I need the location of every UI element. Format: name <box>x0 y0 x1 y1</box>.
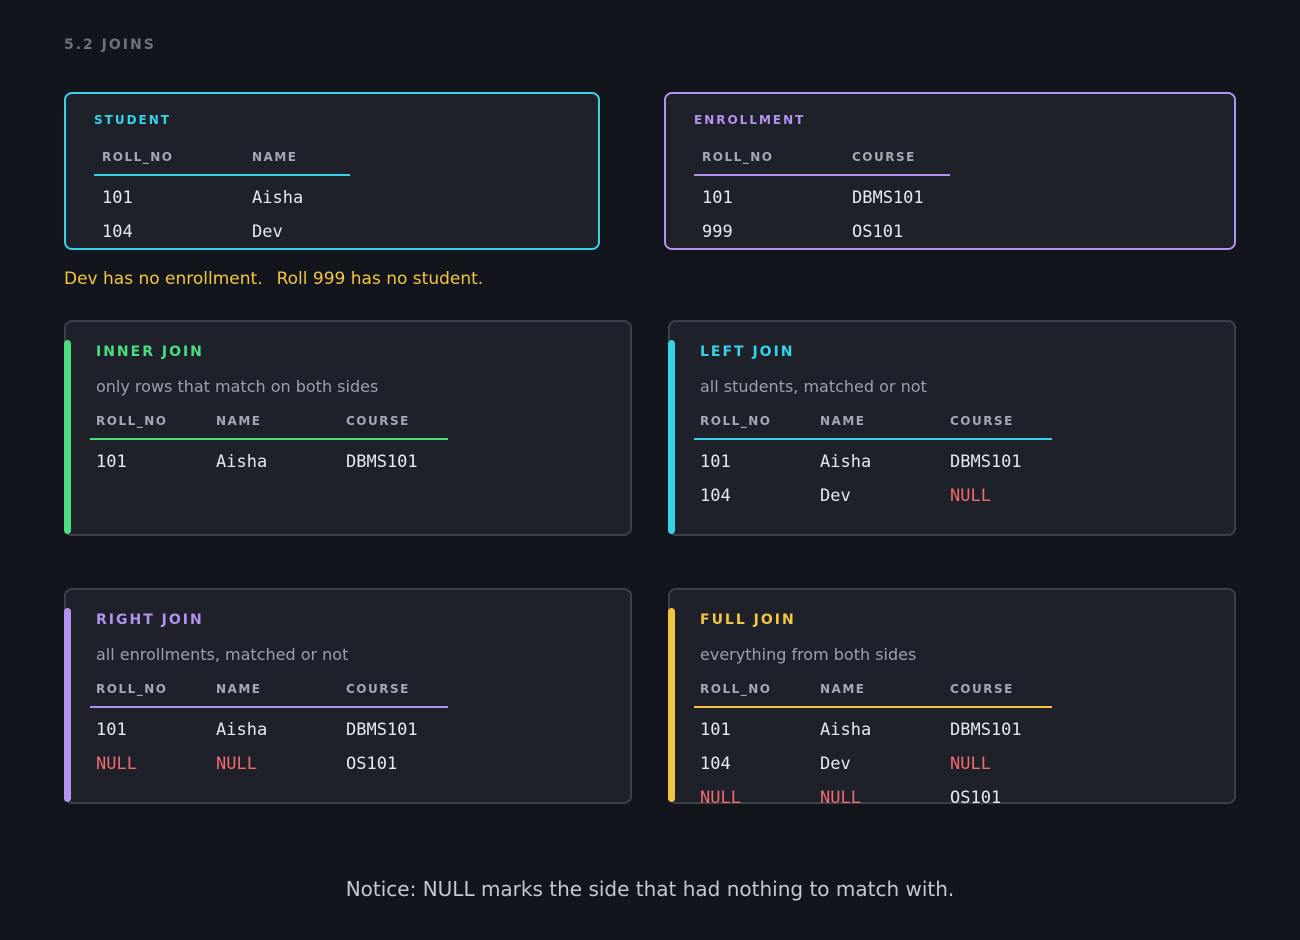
table-cell: 104 <box>102 222 133 242</box>
column-header: COURSE <box>852 150 916 164</box>
table-row: 101 Aisha DBMS101 <box>694 440 1052 474</box>
full-join-table: ROLL_NO NAME COURSE 101 Aisha DBMS101 10… <box>694 676 1052 810</box>
column-header: COURSE <box>950 682 1014 696</box>
join-title: LEFT JOIN <box>700 344 795 360</box>
join-description: all students, matched or not <box>700 377 927 396</box>
column-header: ROLL_NO <box>96 682 168 696</box>
column-header: COURSE <box>346 414 410 428</box>
inner-join-table: ROLL_NO NAME COURSE 101 Aisha DBMS101 <box>90 408 448 474</box>
table-header: ROLL_NO NAME COURSE <box>90 408 448 440</box>
accent-bar <box>668 340 675 534</box>
left-join-card: LEFT JOIN all students, matched or not R… <box>668 320 1236 536</box>
table-header: ROLL_NO NAME COURSE <box>694 408 1052 440</box>
table-cell: 101 <box>96 452 127 472</box>
inner-join-card: INNER JOIN only rows that match on both … <box>64 320 632 536</box>
column-header: NAME <box>216 414 262 428</box>
table-header: ROLL_NO COURSE <box>694 144 950 176</box>
student-table: ROLL_NO NAME 101 Aisha 104 Dev <box>94 144 350 244</box>
join-title: RIGHT JOIN <box>96 612 204 628</box>
accent-bar <box>668 608 675 802</box>
table-cell: Aisha <box>820 720 872 740</box>
left-join-table: ROLL_NO NAME COURSE 101 Aisha DBMS101 10… <box>694 408 1052 508</box>
column-header: NAME <box>252 150 298 164</box>
table-row: 101 Aisha DBMS101 <box>90 440 448 474</box>
table-cell: 101 <box>700 720 731 740</box>
column-header: NAME <box>820 414 866 428</box>
table-cell: Dev <box>820 754 851 774</box>
student-table-card: STUDENT ROLL_NO NAME 101 Aisha 104 Dev <box>64 92 600 250</box>
join-title: INNER JOIN <box>96 344 204 360</box>
column-header: ROLL_NO <box>702 150 774 164</box>
full-join-card: FULL JOIN everything from both sides ROL… <box>668 588 1236 808</box>
accent-bar <box>64 608 71 802</box>
column-header: COURSE <box>950 414 1014 428</box>
join-description: all enrollments, matched or not <box>96 645 349 664</box>
null-cell: NULL <box>216 754 257 774</box>
table-cell: DBMS101 <box>950 452 1022 472</box>
mismatch-note: Dev has no enrollment. Roll 999 has no st… <box>64 269 483 289</box>
table-cell: DBMS101 <box>852 188 924 208</box>
right-join-table: ROLL_NO NAME COURSE 101 Aisha DBMS101 NU… <box>90 676 448 776</box>
table-cell: Aisha <box>216 720 268 740</box>
right-join-card: RIGHT JOIN all enrollments, matched or n… <box>64 588 632 804</box>
section-title: 5.2 JOINS <box>64 37 156 53</box>
column-header: ROLL_NO <box>96 414 168 428</box>
table-header: ROLL_NO NAME COURSE <box>694 676 1052 708</box>
column-header: ROLL_NO <box>700 414 772 428</box>
table-cell: 101 <box>702 188 733 208</box>
table-cell: DBMS101 <box>346 720 418 740</box>
student-table-title: STUDENT <box>94 113 171 127</box>
table-row: NULL NULL OS101 <box>90 742 448 776</box>
footer-note: Notice: NULL marks the side that had not… <box>345 877 955 901</box>
null-cell: NULL <box>96 754 137 774</box>
table-row: 101 Aisha <box>94 176 350 210</box>
null-cell: NULL <box>950 486 991 506</box>
table-row: 104 Dev NULL <box>694 742 1052 776</box>
column-header: COURSE <box>346 682 410 696</box>
table-header: ROLL_NO NAME COURSE <box>90 676 448 708</box>
table-cell: 104 <box>700 486 731 506</box>
table-cell: OS101 <box>950 788 1002 808</box>
table-cell: Aisha <box>216 452 268 472</box>
table-cell: OS101 <box>852 222 904 242</box>
table-cell: Aisha <box>252 188 304 208</box>
table-cell: 101 <box>96 720 127 740</box>
table-cell: 101 <box>700 452 731 472</box>
null-cell: NULL <box>820 788 861 808</box>
table-cell: Dev <box>252 222 283 242</box>
note-text: Dev has no enrollment. <box>64 269 263 289</box>
table-row: 999 OS101 <box>694 210 950 244</box>
accent-bar <box>64 340 71 534</box>
note-text: Roll 999 has no student. <box>276 269 484 289</box>
table-cell: 999 <box>702 222 733 242</box>
join-description: only rows that match on both sides <box>96 377 379 396</box>
table-row: 104 Dev <box>94 210 350 244</box>
table-cell: Aisha <box>820 452 872 472</box>
table-header: ROLL_NO NAME <box>94 144 350 176</box>
table-row: 101 DBMS101 <box>694 176 950 210</box>
table-row: 101 Aisha DBMS101 <box>694 708 1052 742</box>
table-cell: OS101 <box>346 754 398 774</box>
table-row: NULL NULL OS101 <box>694 776 1052 810</box>
table-cell: 101 <box>102 188 133 208</box>
column-header: NAME <box>820 682 866 696</box>
null-cell: NULL <box>700 788 741 808</box>
column-header: NAME <box>216 682 262 696</box>
column-header: ROLL_NO <box>700 682 772 696</box>
join-description: everything from both sides <box>700 645 917 664</box>
enrollment-table-title: ENROLLMENT <box>694 113 806 127</box>
table-row: 104 Dev NULL <box>694 474 1052 508</box>
table-cell: DBMS101 <box>346 452 418 472</box>
table-cell: 104 <box>700 754 731 774</box>
null-cell: NULL <box>950 754 991 774</box>
table-cell: Dev <box>820 486 851 506</box>
table-cell: DBMS101 <box>950 720 1022 740</box>
join-title: FULL JOIN <box>700 612 796 628</box>
enrollment-table: ROLL_NO COURSE 101 DBMS101 999 OS101 <box>694 144 950 244</box>
enrollment-table-card: ENROLLMENT ROLL_NO COURSE 101 DBMS101 99… <box>664 92 1236 250</box>
column-header: ROLL_NO <box>102 150 174 164</box>
table-row: 101 Aisha DBMS101 <box>90 708 448 742</box>
